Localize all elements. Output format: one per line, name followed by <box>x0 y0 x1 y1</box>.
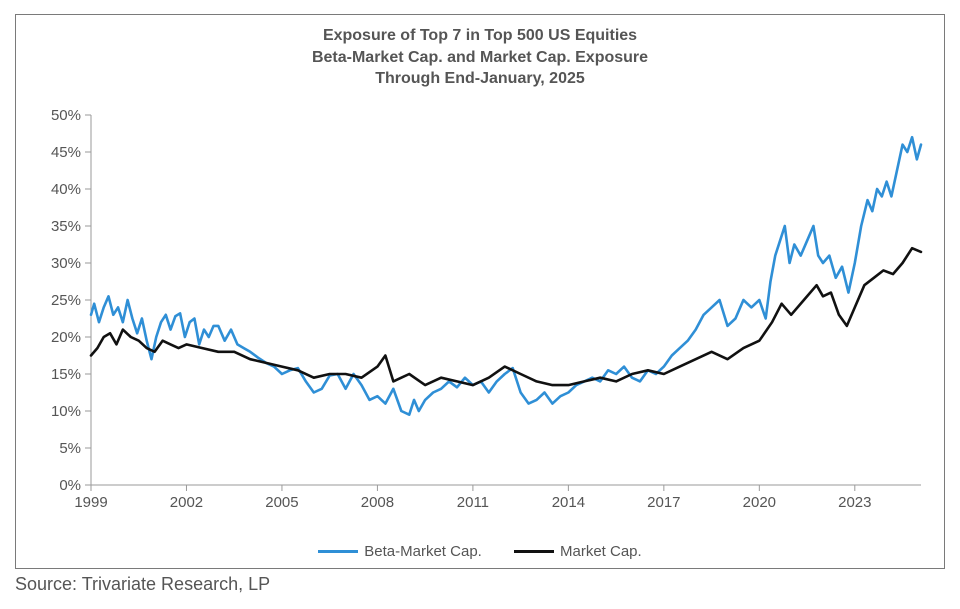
legend-item-market-cap: Market Cap. <box>514 543 642 560</box>
svg-text:2017: 2017 <box>647 494 680 511</box>
chart-plot-area: 0% 5% 10% 15% 20% 25% 30% 35% 40% 45% 50% 1999 2002 2… <box>16 15 944 568</box>
svg-text:2023: 2023 <box>838 494 871 511</box>
svg-text:2011: 2011 <box>457 494 489 511</box>
svg-text:20%: 20% <box>51 329 81 346</box>
svg-text:25%: 25% <box>51 292 81 309</box>
legend-label-beta-market-cap: Beta-Market Cap. <box>364 543 482 560</box>
svg-text:0%: 0% <box>59 477 81 494</box>
chart-source-text: Source: Trivariate Research, LP <box>15 574 270 595</box>
svg-text:40%: 40% <box>51 181 81 198</box>
chart-frame: Exposure of Top 7 in Top 500 US Equities… <box>15 14 945 569</box>
svg-text:35%: 35% <box>51 218 81 235</box>
legend-item-beta-market-cap: Beta-Market Cap. <box>318 543 482 560</box>
svg-text:2005: 2005 <box>265 494 298 511</box>
legend-label-market-cap: Market Cap. <box>560 543 642 560</box>
legend-swatch-beta-market-cap <box>318 550 358 553</box>
svg-text:2008: 2008 <box>361 494 394 511</box>
svg-text:45%: 45% <box>51 144 81 161</box>
svg-text:30%: 30% <box>51 255 81 272</box>
figure-container: Exposure of Top 7 in Top 500 US Equities… <box>0 0 960 609</box>
chart-legend: Beta-Market Cap. Market Cap. <box>16 540 944 560</box>
legend-swatch-market-cap <box>514 550 554 553</box>
svg-text:2002: 2002 <box>170 494 203 511</box>
svg-text:2014: 2014 <box>552 494 585 511</box>
svg-text:10%: 10% <box>51 403 81 420</box>
svg-text:15%: 15% <box>51 366 81 383</box>
svg-text:1999: 1999 <box>74 494 107 511</box>
svg-text:5%: 5% <box>59 440 81 457</box>
svg-text:2020: 2020 <box>743 494 776 511</box>
svg-text:50%: 50% <box>51 107 81 124</box>
